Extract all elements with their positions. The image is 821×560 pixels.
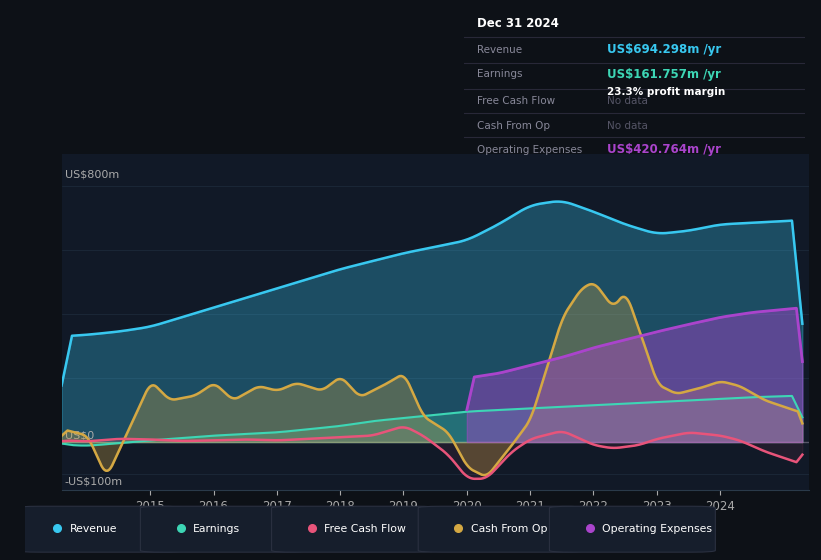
Text: Cash From Op: Cash From Op <box>470 524 547 534</box>
Text: Operating Expenses: Operating Expenses <box>478 145 583 155</box>
Text: Earnings: Earnings <box>193 524 240 534</box>
FancyBboxPatch shape <box>549 506 715 552</box>
Text: Free Cash Flow: Free Cash Flow <box>324 524 406 534</box>
FancyBboxPatch shape <box>17 506 183 552</box>
FancyBboxPatch shape <box>418 506 585 552</box>
Text: US$0: US$0 <box>65 431 94 440</box>
Text: US$694.298m /yr: US$694.298m /yr <box>607 44 721 57</box>
Text: Earnings: Earnings <box>478 69 523 79</box>
Text: Free Cash Flow: Free Cash Flow <box>478 96 556 106</box>
FancyBboxPatch shape <box>272 506 438 552</box>
Text: Revenue: Revenue <box>478 45 523 55</box>
Text: Dec 31 2024: Dec 31 2024 <box>478 17 559 30</box>
Text: No data: No data <box>607 96 648 106</box>
Text: US$800m: US$800m <box>65 170 119 180</box>
Text: Revenue: Revenue <box>70 524 117 534</box>
Text: No data: No data <box>607 120 648 130</box>
Text: US$420.764m /yr: US$420.764m /yr <box>607 143 721 156</box>
Text: Cash From Op: Cash From Op <box>478 120 551 130</box>
Text: 23.3% profit margin: 23.3% profit margin <box>607 87 725 97</box>
FancyBboxPatch shape <box>140 506 306 552</box>
Text: -US$100m: -US$100m <box>65 477 123 487</box>
Text: US$161.757m /yr: US$161.757m /yr <box>607 68 721 81</box>
Text: Operating Expenses: Operating Expenses <box>602 524 712 534</box>
